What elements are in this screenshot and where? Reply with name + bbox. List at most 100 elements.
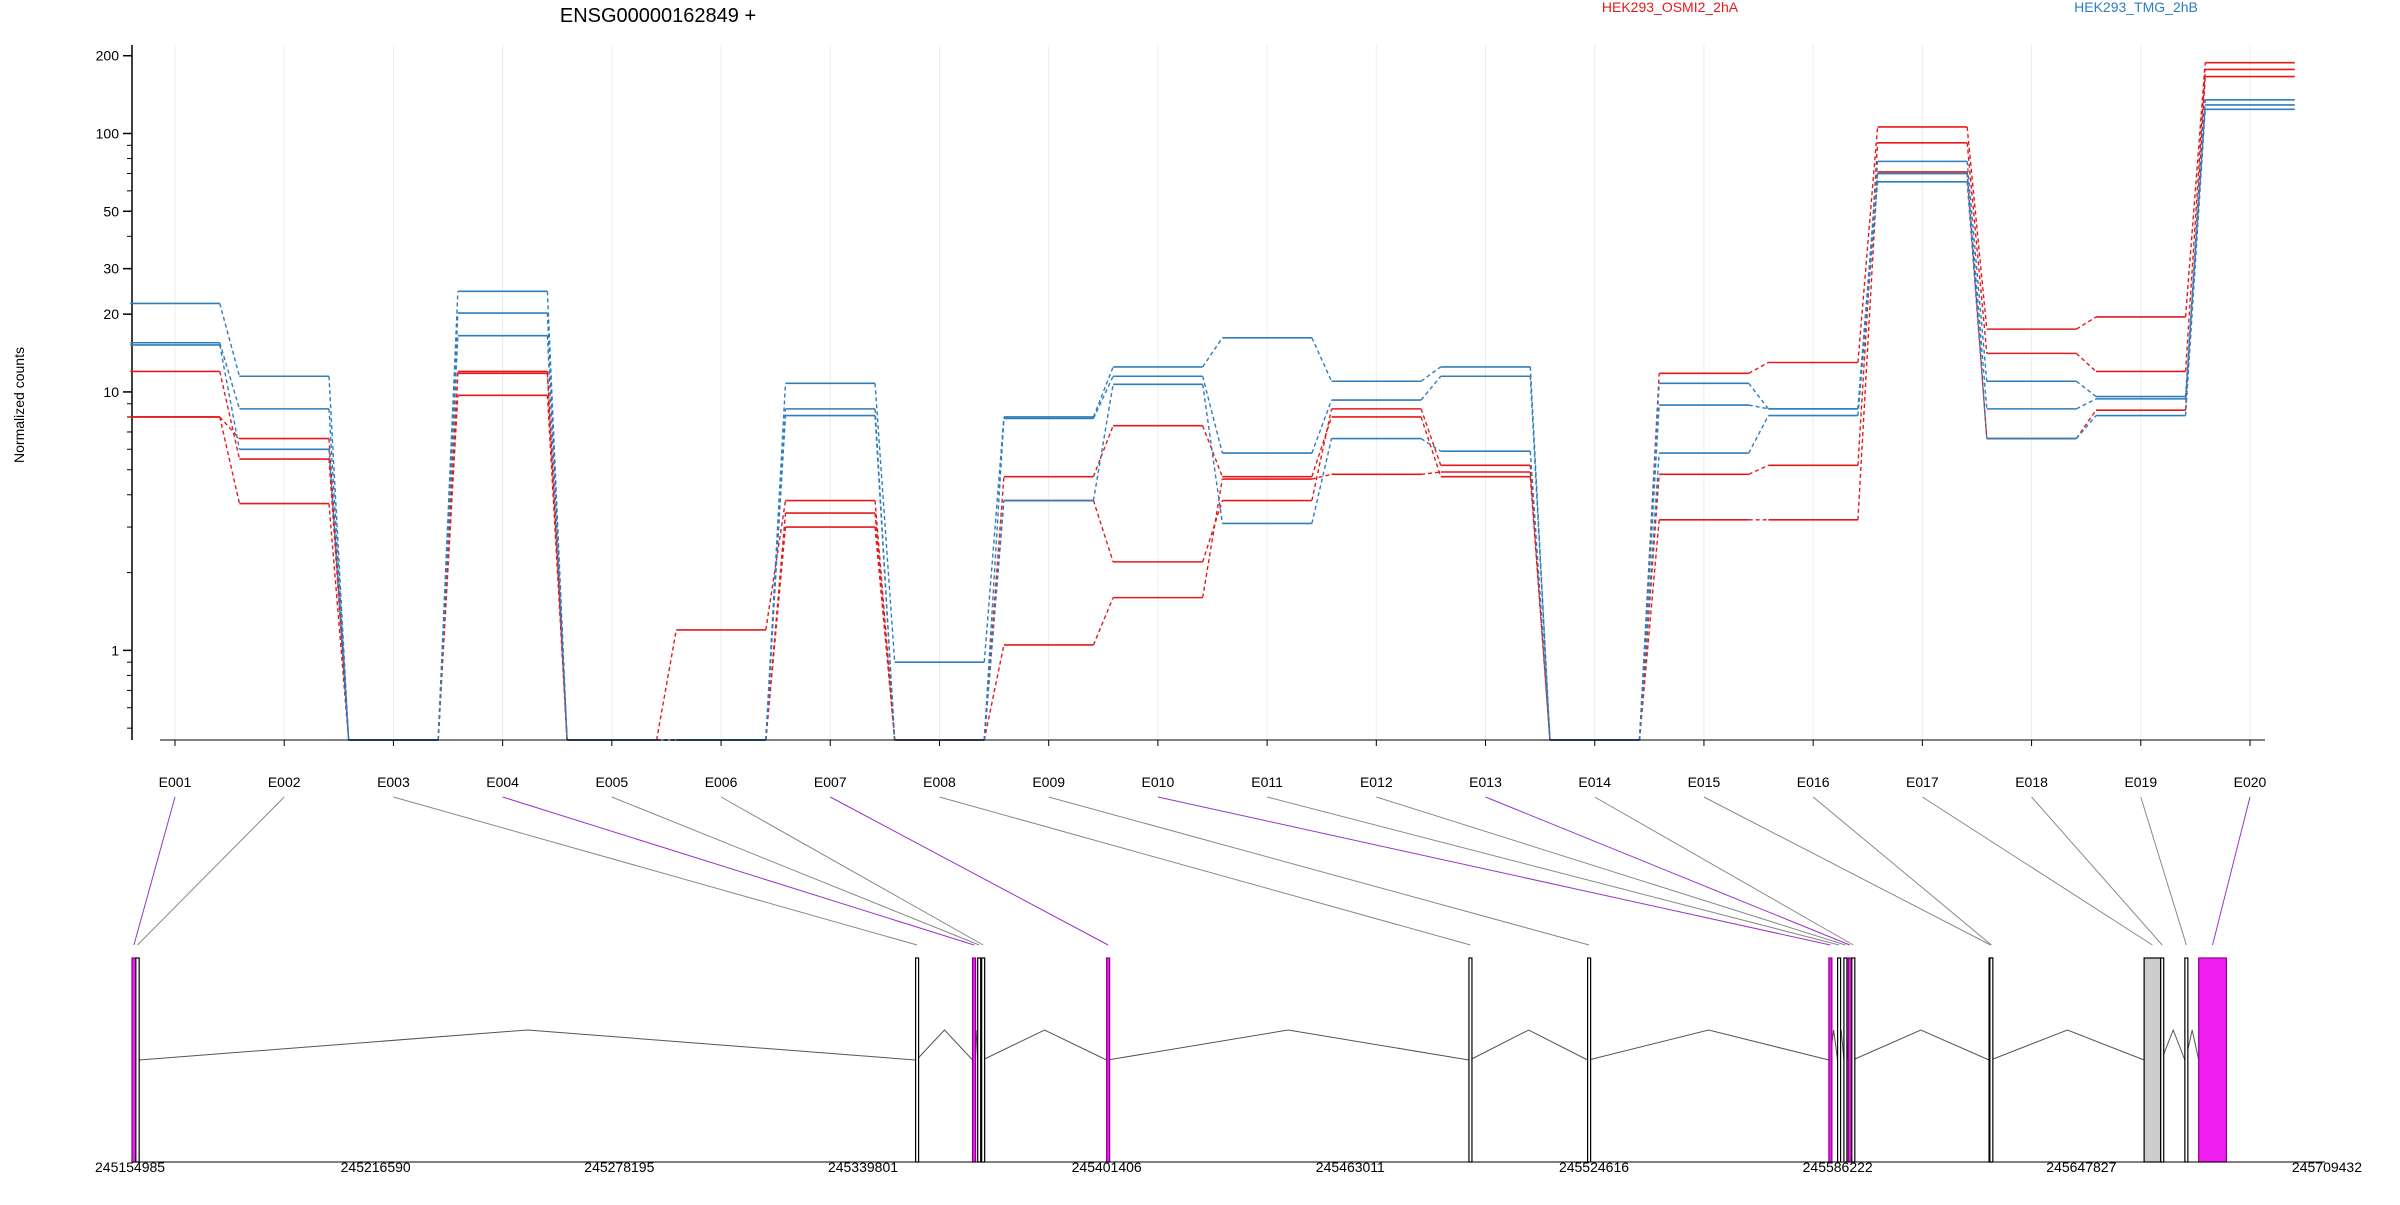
y-axis-label: Normalized counts xyxy=(11,347,27,463)
y-tick-label: 100 xyxy=(96,125,120,141)
coordinate-label: 245709432 xyxy=(2292,1159,2362,1175)
exon-box-E007 xyxy=(1106,957,1111,1163)
series-connector xyxy=(1529,465,1551,741)
y-tick-label: 200 xyxy=(96,48,120,64)
connector-E003 xyxy=(393,796,918,946)
series-connector xyxy=(1092,384,1114,501)
x-tick-label: E006 xyxy=(705,774,738,790)
y-axis: 1 10 20 30 50 100 200 xyxy=(96,45,133,740)
connector-E007 xyxy=(830,796,1109,946)
intron xyxy=(139,1029,916,1061)
series-connector xyxy=(1311,416,1333,477)
series-connector xyxy=(1311,399,1333,454)
coordinate-label: 245216590 xyxy=(341,1159,411,1175)
connector-E013 xyxy=(1485,796,1850,946)
coordinate-label: 245647827 xyxy=(2046,1159,2116,1175)
series-connector xyxy=(2076,398,2097,410)
exon-box-E020 xyxy=(2198,957,2227,1163)
exon-box-E019 xyxy=(2184,957,2189,1163)
connector-E004 xyxy=(502,796,975,946)
series-connector xyxy=(1529,471,1551,741)
series-connector xyxy=(546,373,568,741)
series-connector xyxy=(1857,181,1879,416)
series-connector xyxy=(1421,471,1441,476)
coordinate-label: 245524616 xyxy=(1559,1159,1629,1175)
coordinate-label: 245463011 xyxy=(1316,1159,1385,1175)
connector-E018 xyxy=(2031,796,2163,946)
series-connector xyxy=(219,344,241,450)
series-connector xyxy=(219,416,241,504)
series-connector xyxy=(1748,382,1769,410)
series-connector xyxy=(1966,161,1988,382)
series-connector xyxy=(1420,408,1442,466)
connector-E010 xyxy=(1157,796,1831,946)
series-connector xyxy=(1311,473,1332,480)
exon-box-E008 xyxy=(1468,957,1473,1163)
series-connector xyxy=(219,342,241,410)
x-tick-label: E009 xyxy=(1032,774,1065,790)
series-connector xyxy=(1966,173,1988,409)
genomic-coordinate-axis: 245154985 245216590 245278195 245339801 2454… xyxy=(95,1159,2362,1175)
intron xyxy=(2161,1028,2186,1061)
gene-model xyxy=(131,957,2227,1163)
series-connector xyxy=(1857,171,1879,520)
series-connector xyxy=(1748,361,1769,374)
connector-E005 xyxy=(611,796,980,946)
series-connector xyxy=(219,303,241,377)
x-tick-label: E013 xyxy=(1469,774,1502,790)
x-tick-label: E012 xyxy=(1360,774,1393,790)
intron xyxy=(1469,1029,1588,1061)
series-connector xyxy=(328,376,350,741)
series-connector xyxy=(1748,464,1769,475)
exon-box-E014 xyxy=(1851,957,1856,1163)
series-connector xyxy=(983,644,1005,741)
series-connector xyxy=(1857,161,1879,409)
series-connector xyxy=(1201,384,1224,524)
exon-box-E016 xyxy=(1989,957,1994,1163)
series-connector xyxy=(1966,126,1988,330)
chart-title: ENSG00000162849 + xyxy=(560,5,756,27)
series-connector xyxy=(1092,425,1114,477)
series-connector xyxy=(1638,453,1660,741)
series-connector xyxy=(1092,375,1114,419)
connector-E016 xyxy=(1812,796,1992,946)
series-connector xyxy=(1420,416,1442,477)
x-tick-label: E019 xyxy=(2124,774,2157,790)
series-connector xyxy=(2075,415,2097,440)
series-connector xyxy=(1311,408,1333,501)
exon-box-E002 xyxy=(135,957,140,1163)
exon-box-E005 xyxy=(977,957,982,1163)
series-connector xyxy=(1529,451,1551,741)
connector-E001 xyxy=(133,796,176,946)
exon-connectors xyxy=(133,796,2251,946)
series-connector xyxy=(1092,366,1114,418)
exon-box-E013 xyxy=(1847,957,1852,1163)
series-connector xyxy=(1638,519,1660,741)
series-connector xyxy=(874,383,896,663)
x-tick-label: E015 xyxy=(1688,774,1721,790)
series-connector xyxy=(983,418,1005,741)
exon-box-E006 xyxy=(981,957,986,1163)
series-connector xyxy=(2075,380,2097,398)
series-connector xyxy=(1092,597,1114,646)
series-layer xyxy=(130,61,2295,741)
x-tick-label: E011 xyxy=(1251,774,1283,790)
series-connector xyxy=(328,503,350,741)
series-4 xyxy=(130,99,2295,741)
exon-box-E004 xyxy=(971,957,977,1163)
intron xyxy=(916,1029,973,1061)
x-tick-label: E001 xyxy=(159,774,192,790)
series-connector xyxy=(983,500,1005,741)
series-connector xyxy=(1311,337,1333,382)
series-connector xyxy=(1202,337,1223,368)
exon-box-E010 xyxy=(1828,957,1833,1163)
series-connector xyxy=(2184,109,2206,416)
intron xyxy=(982,1029,1107,1061)
series-connector xyxy=(219,371,241,460)
series-connector xyxy=(983,416,1005,663)
series-connector xyxy=(328,438,350,741)
series-connector xyxy=(546,335,568,741)
connector-E009 xyxy=(1048,796,1590,946)
intron xyxy=(1852,1029,1990,1061)
